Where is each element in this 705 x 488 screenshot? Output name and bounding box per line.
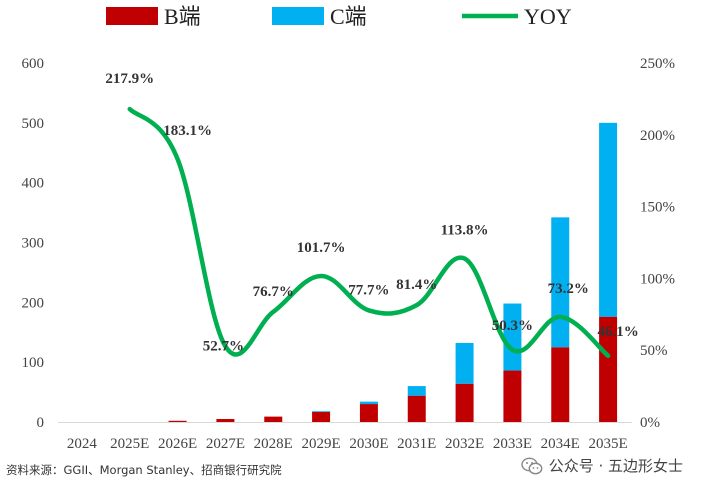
brand-watermark: 公众号 · 五边形女士 xyxy=(520,455,683,476)
legend-label-b: B端 xyxy=(164,4,201,29)
x-tick-label: 2035E xyxy=(588,436,627,452)
x-tick-label: 2024 xyxy=(67,436,98,452)
yoy-data-label: 101.7% xyxy=(297,240,346,256)
x-tick-label: 2031E xyxy=(397,436,436,452)
yoy-data-label: 50.3% xyxy=(492,318,533,334)
legend-swatch-b xyxy=(106,7,158,25)
bar-b xyxy=(407,395,426,422)
y-right-tick: 150% xyxy=(640,200,675,216)
y-left-tick: 500 xyxy=(22,116,45,132)
bar-c xyxy=(407,386,426,396)
x-tick-label: 2027E xyxy=(206,436,245,452)
yoy-data-label: 81.4% xyxy=(396,277,437,293)
x-tick-label: 2026E xyxy=(158,436,197,452)
x-tick-label: 2028E xyxy=(254,436,293,452)
x-tick-label: 2025E xyxy=(110,436,149,452)
bar-c xyxy=(455,343,474,384)
y-left-tick: 200 xyxy=(22,295,45,311)
y-right-tick: 100% xyxy=(640,271,675,287)
bar-c xyxy=(599,122,618,317)
y-right-tick: 50% xyxy=(640,343,668,359)
yoy-data-label: 76.7% xyxy=(253,284,294,300)
y-left-tick: 0 xyxy=(37,415,45,431)
bar-c xyxy=(503,303,522,371)
yoy-data-label: 73.2% xyxy=(548,281,589,297)
yoy-data-label: 113.8% xyxy=(441,223,489,239)
legend-label-yoy: YOY xyxy=(524,4,572,29)
bar-b xyxy=(503,370,522,422)
wechat-icon xyxy=(520,457,543,474)
brand-text: 公众号 · 五边形女士 xyxy=(548,457,683,475)
yoy-data-label: 77.7% xyxy=(348,282,389,298)
x-tick-label: 2032E xyxy=(445,436,484,452)
x-tick-label: 2033E xyxy=(493,436,532,452)
bar-c xyxy=(551,217,570,348)
legend-label-c: C端 xyxy=(330,4,367,29)
yoy-data-label: 52.7% xyxy=(203,338,244,354)
yoy-data-label: 46.1% xyxy=(597,324,638,340)
bar-c xyxy=(359,401,378,405)
bar-b xyxy=(216,419,235,422)
x-tick-label: 2029E xyxy=(301,436,340,452)
y-left-tick: 600 xyxy=(22,56,45,72)
x-tick-label: 2030E xyxy=(349,436,388,452)
bar-b xyxy=(455,383,474,422)
y-left-tick: 400 xyxy=(22,176,45,192)
bar-b xyxy=(551,347,570,422)
source-note: 资料来源：GGII、Morgan Stanley、招商银行研究院 xyxy=(6,463,282,477)
x-tick-label: 2034E xyxy=(541,436,580,452)
bar-b xyxy=(359,404,378,422)
bar-b xyxy=(168,420,187,422)
yoy-line xyxy=(127,106,611,359)
bar-b xyxy=(312,411,331,422)
y-left-tick: 100 xyxy=(22,355,45,371)
bar-b xyxy=(264,416,283,422)
bar-c xyxy=(312,411,331,413)
bar-b xyxy=(599,316,618,422)
y-right-tick: 200% xyxy=(640,128,675,144)
yoy-data-label: 183.1% xyxy=(163,123,212,139)
y-left-tick: 300 xyxy=(22,236,45,252)
y-right-tick: 250% xyxy=(640,56,675,72)
legend-swatch-c xyxy=(272,7,324,25)
y-right-tick: 0% xyxy=(640,415,660,431)
yoy-data-label: 217.9% xyxy=(105,71,154,87)
